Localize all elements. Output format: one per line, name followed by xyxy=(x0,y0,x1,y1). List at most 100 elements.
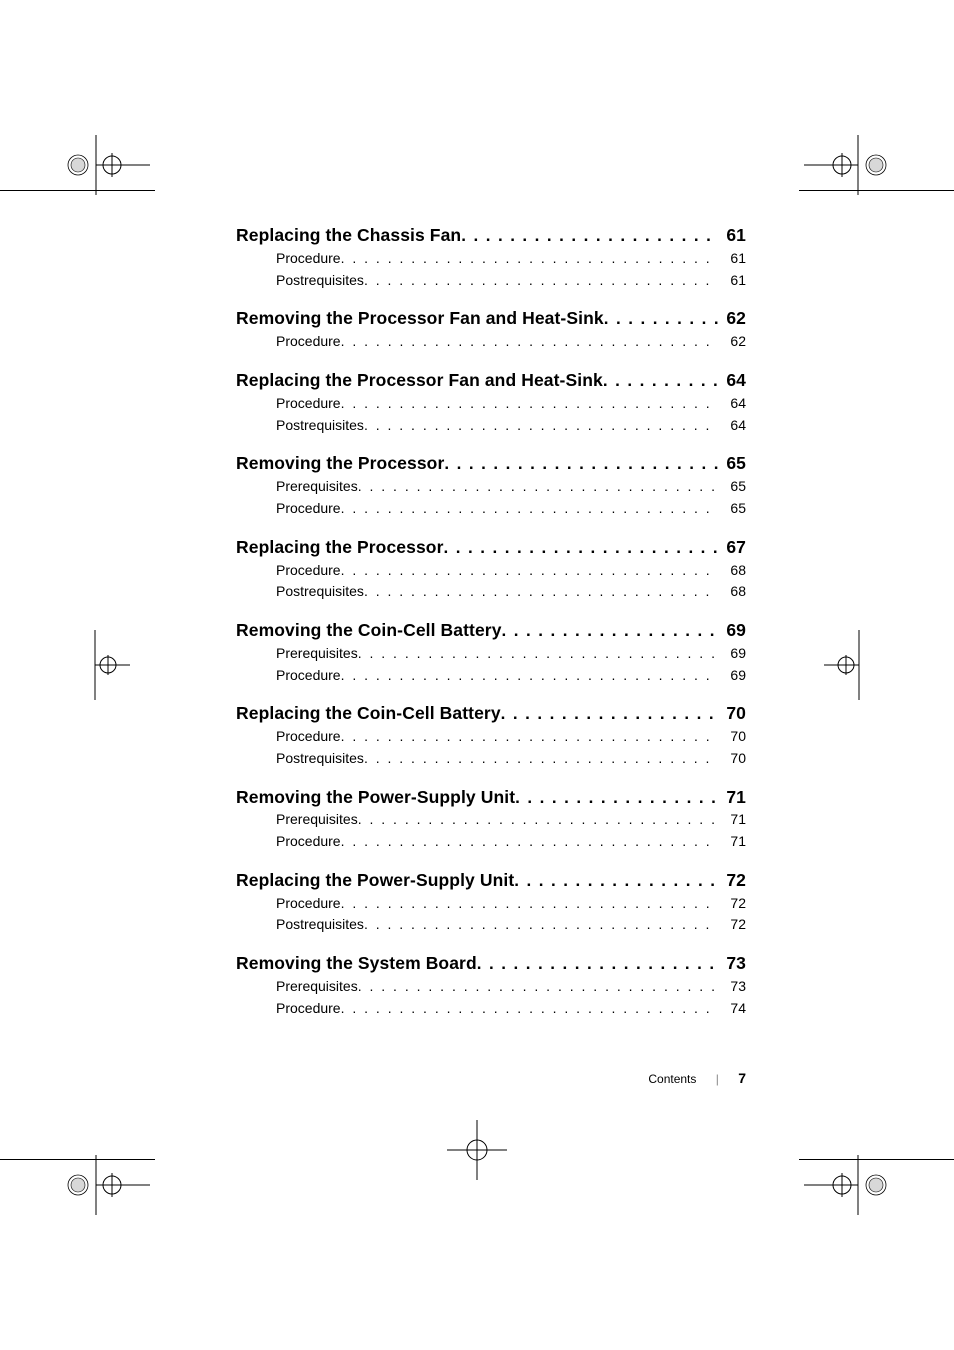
toc-sub-row: Procedure . . . . . . . . . . . . . . . … xyxy=(236,393,746,415)
toc-section-row: Removing the System Board. . . . . . . .… xyxy=(236,952,746,976)
dot-leader: . . . . . . . . . . . . . . . . . . . . … xyxy=(358,976,718,998)
footer-label: Contents xyxy=(648,1072,696,1086)
dot-leader: . . . . . . . . . . . . . . . . . . . . … xyxy=(341,893,718,915)
page: Replacing the Chassis Fan. . . . . . . .… xyxy=(0,0,954,1350)
toc-sub-row: Procedure . . . . . . . . . . . . . . . … xyxy=(236,560,746,582)
toc-sub-page: 65 xyxy=(718,498,746,520)
dot-leader: . . . . . . . . . . . . . . . . . . . . … xyxy=(358,643,718,665)
dot-leader: . . . . . . . . . . . . . . . . . . . . … xyxy=(477,953,718,976)
toc-sub-row: Procedure . . . . . . . . . . . . . . . … xyxy=(236,498,746,520)
crop-mark-icon xyxy=(60,1125,150,1215)
crop-mark-icon xyxy=(804,135,894,225)
dot-leader: . . . . . . . . . . . . . . . . . . . . … xyxy=(341,726,718,748)
page-footer: Contents | 7 xyxy=(236,1070,746,1086)
rule-line xyxy=(799,1159,954,1160)
crop-mark-icon xyxy=(60,135,150,225)
dot-leader: . . . . . . . . . . . . . . . . . . . . … xyxy=(364,914,718,936)
toc-section-row: Replacing the Chassis Fan. . . . . . . .… xyxy=(236,224,746,248)
toc-section-page: 65 xyxy=(718,452,746,476)
dot-leader: . . . . . . . . . . . . . . . . . . . . … xyxy=(358,476,718,498)
toc-section-title: Removing the System Board xyxy=(236,952,477,976)
dot-leader: . . . . . . . . . . . . . . . . . . . . … xyxy=(341,560,718,582)
toc-section: Removing the Processor Fan and Heat-Sink… xyxy=(236,307,746,353)
toc-section-row: Removing the Processor Fan and Heat-Sink… xyxy=(236,307,746,331)
toc-sub-row: Prerequisites . . . . . . . . . . . . . … xyxy=(236,476,746,498)
toc-section: Replacing the Processor. . . . . . . . .… xyxy=(236,536,746,603)
toc-sub-label: Procedure xyxy=(276,331,341,353)
toc-sub-row: Prerequisites . . . . . . . . . . . . . … xyxy=(236,976,746,998)
toc-section-row: Replacing the Processor. . . . . . . . .… xyxy=(236,536,746,560)
crop-mark-icon xyxy=(432,1120,522,1180)
toc-sub-label: Prerequisites xyxy=(276,476,358,498)
toc-sub-page: 68 xyxy=(718,581,746,603)
dot-leader: . . . . . . . . . . . . . . . . . . . . … xyxy=(603,370,718,393)
toc-section-page: 67 xyxy=(718,536,746,560)
toc-section: Removing the Processor. . . . . . . . . … xyxy=(236,452,746,519)
dot-leader: . . . . . . . . . . . . . . . . . . . . … xyxy=(444,537,718,560)
footer-page-number: 7 xyxy=(738,1070,746,1086)
toc-section: Replacing the Coin-Cell Battery. . . . .… xyxy=(236,702,746,769)
toc-sub-page: 68 xyxy=(718,560,746,582)
rule-line xyxy=(799,190,954,191)
toc-section: Removing the Power-Supply Unit. . . . . … xyxy=(236,786,746,853)
toc-section: Replacing the Chassis Fan. . . . . . . .… xyxy=(236,224,746,291)
dot-leader: . . . . . . . . . . . . . . . . . . . . … xyxy=(341,665,718,687)
toc-sub-row: Procedure . . . . . . . . . . . . . . . … xyxy=(236,831,746,853)
footer-separator: | xyxy=(716,1072,719,1086)
toc-sub-row: Prerequisites . . . . . . . . . . . . . … xyxy=(236,809,746,831)
toc-sub-row: Procedure . . . . . . . . . . . . . . . … xyxy=(236,665,746,687)
dot-leader: . . . . . . . . . . . . . . . . . . . . … xyxy=(502,620,718,643)
toc-sub-label: Prerequisites xyxy=(276,976,358,998)
toc-section: Replacing the Processor Fan and Heat-Sin… xyxy=(236,369,746,436)
toc-sub-page: 62 xyxy=(718,331,746,353)
toc-sub-page: 64 xyxy=(718,393,746,415)
toc-sub-page: 65 xyxy=(718,476,746,498)
toc-section-row: Removing the Power-Supply Unit. . . . . … xyxy=(236,786,746,810)
toc-section-title: Replacing the Processor xyxy=(236,536,444,560)
toc-sub-row: Procedure . . . . . . . . . . . . . . . … xyxy=(236,998,746,1020)
dot-leader: . . . . . . . . . . . . . . . . . . . . … xyxy=(364,270,718,292)
toc-sub-label: Postrequisites xyxy=(276,415,364,437)
toc-section-page: 73 xyxy=(718,952,746,976)
dot-leader: . . . . . . . . . . . . . . . . . . . . … xyxy=(341,248,718,270)
dot-leader: . . . . . . . . . . . . . . . . . . . . … xyxy=(358,809,718,831)
toc-sub-page: 70 xyxy=(718,748,746,770)
toc-sub-row: Postrequisites . . . . . . . . . . . . .… xyxy=(236,270,746,292)
toc-sub-label: Procedure xyxy=(276,831,341,853)
toc-sub-page: 70 xyxy=(718,726,746,748)
toc-sub-label: Procedure xyxy=(276,393,341,415)
dot-leader: . . . . . . . . . . . . . . . . . . . . … xyxy=(514,870,718,893)
toc-sub-row: Postrequisites . . . . . . . . . . . . .… xyxy=(236,581,746,603)
toc-section-title: Removing the Processor xyxy=(236,452,444,476)
dot-leader: . . . . . . . . . . . . . . . . . . . . … xyxy=(364,415,718,437)
dot-leader: . . . . . . . . . . . . . . . . . . . . … xyxy=(501,703,718,726)
dot-leader: . . . . . . . . . . . . . . . . . . . . … xyxy=(341,831,718,853)
toc-sub-label: Procedure xyxy=(276,893,341,915)
toc-sub-page: 61 xyxy=(718,248,746,270)
dot-leader: . . . . . . . . . . . . . . . . . . . . … xyxy=(604,308,718,331)
toc-sub-label: Procedure xyxy=(276,248,341,270)
toc-sub-page: 64 xyxy=(718,415,746,437)
toc-sub-row: Procedure . . . . . . . . . . . . . . . … xyxy=(236,726,746,748)
toc-section-title: Replacing the Chassis Fan xyxy=(236,224,461,248)
dot-leader: . . . . . . . . . . . . . . . . . . . . … xyxy=(444,453,718,476)
toc-sub-page: 74 xyxy=(718,998,746,1020)
toc-section-row: Replacing the Coin-Cell Battery. . . . .… xyxy=(236,702,746,726)
toc-sub-page: 71 xyxy=(718,831,746,853)
toc-section-page: 72 xyxy=(718,869,746,893)
toc-sub-row: Postrequisites . . . . . . . . . . . . .… xyxy=(236,415,746,437)
toc-section-page: 69 xyxy=(718,619,746,643)
crop-mark-icon xyxy=(60,630,130,700)
toc-sub-page: 73 xyxy=(718,976,746,998)
toc-section-page: 64 xyxy=(718,369,746,393)
toc-section-page: 61 xyxy=(718,224,746,248)
dot-leader: . . . . . . . . . . . . . . . . . . . . … xyxy=(515,787,718,810)
toc-sub-label: Postrequisites xyxy=(276,914,364,936)
toc-section-page: 71 xyxy=(718,786,746,810)
toc-sub-label: Postrequisites xyxy=(276,581,364,603)
crop-mark-icon xyxy=(824,630,894,700)
toc-section-page: 62 xyxy=(718,307,746,331)
toc-sub-page: 69 xyxy=(718,643,746,665)
toc-sub-row: Prerequisites . . . . . . . . . . . . . … xyxy=(236,643,746,665)
toc-section-title: Replacing the Power-Supply Unit xyxy=(236,869,514,893)
